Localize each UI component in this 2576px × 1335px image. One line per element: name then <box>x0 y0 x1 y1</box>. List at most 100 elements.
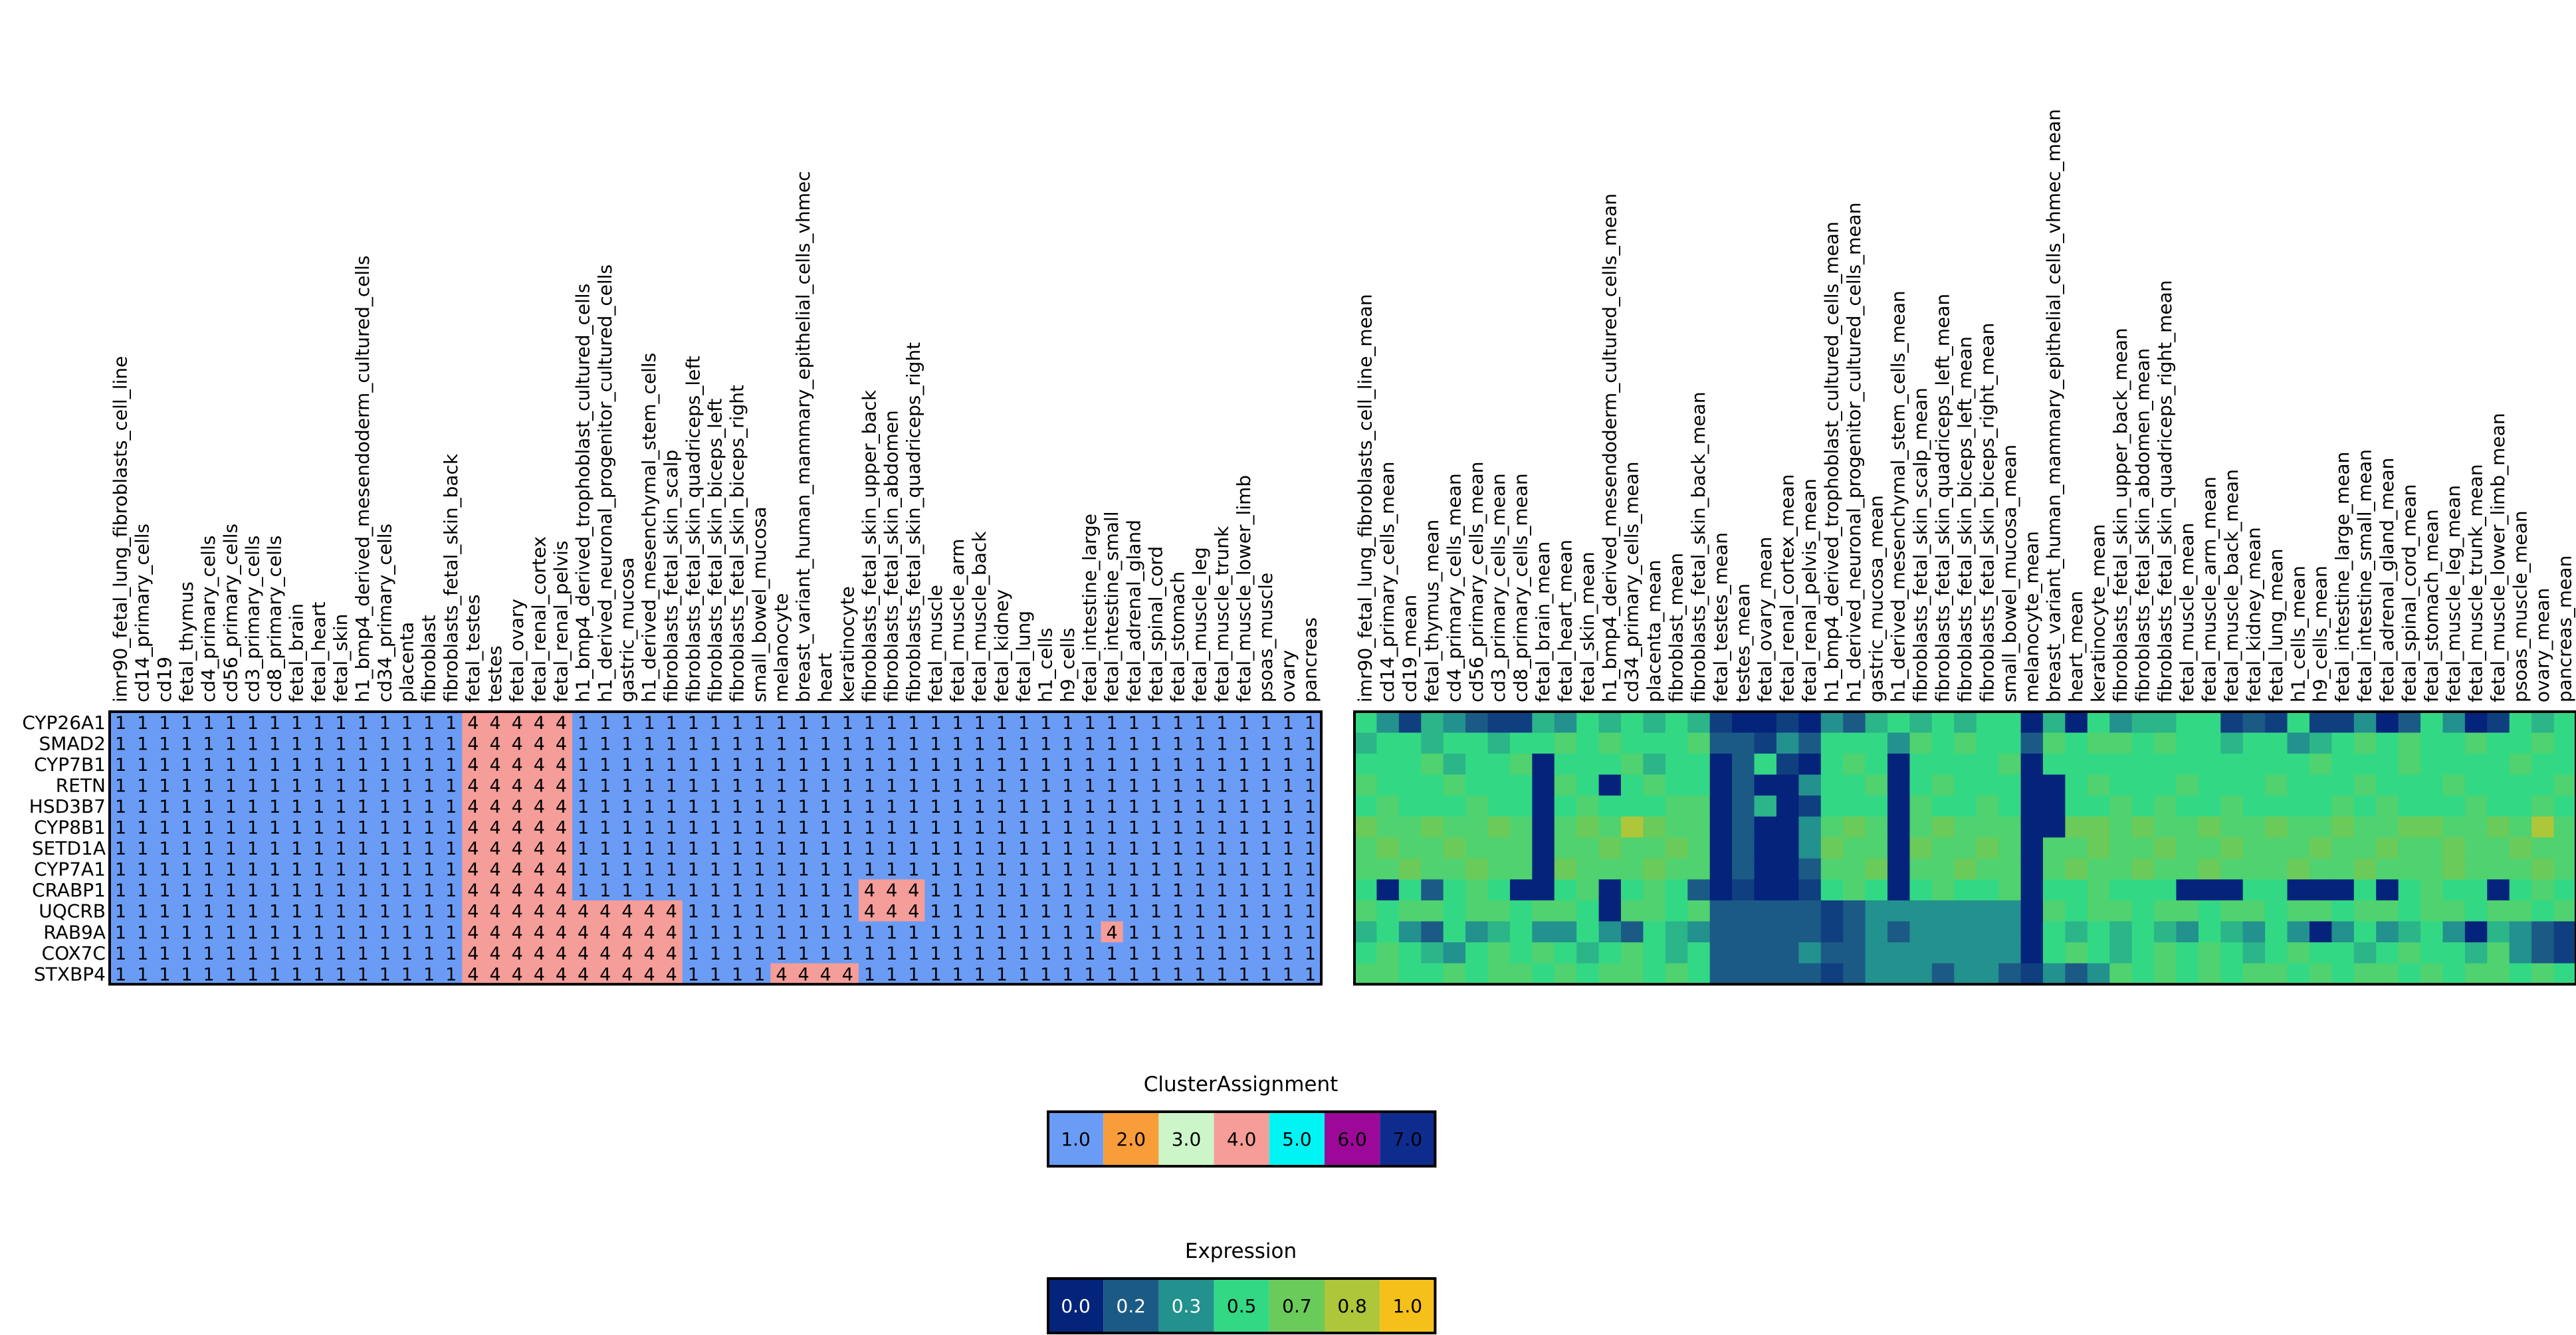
cluster-cell-label: 1 <box>335 902 346 922</box>
cluster-cell-label: 1 <box>1062 880 1073 901</box>
cluster-cell <box>395 732 419 754</box>
cluster-cell-label: 1 <box>181 839 192 859</box>
cluster-cell-label: 1 <box>1194 755 1206 775</box>
cluster-cell <box>484 754 507 775</box>
cluster-cell-label: 1 <box>181 902 192 922</box>
expression-cell <box>2287 921 2310 943</box>
column-label: fetal_thymus <box>175 581 197 702</box>
cluster-cell <box>286 921 308 943</box>
expression-cell <box>2420 921 2444 943</box>
cluster-cell <box>241 963 265 985</box>
expression-cell <box>1776 858 1799 880</box>
expression-cell <box>1843 858 1866 880</box>
cluster-cell-label: 1 <box>578 797 589 817</box>
cluster-cell <box>572 921 595 943</box>
cluster-cell <box>1057 732 1079 754</box>
cluster-cell <box>946 963 970 985</box>
cluster-cell-label: 1 <box>1084 713 1095 734</box>
cluster-cell-label: 1 <box>247 818 259 839</box>
cluster-cell <box>1233 732 1256 754</box>
expression-cell <box>2220 712 2244 734</box>
expression-cell <box>2109 963 2133 985</box>
cluster-cell <box>330 879 353 901</box>
column-label: fetal_muscle_back <box>968 531 990 702</box>
expression-cell <box>2242 837 2266 859</box>
cluster-cell-label: 1 <box>578 880 589 901</box>
cluster-cell <box>881 942 903 964</box>
cluster-cell <box>418 963 441 985</box>
cluster-cell <box>1211 900 1234 922</box>
expression-cell <box>2087 816 2110 838</box>
cluster-cell-label: 1 <box>1128 964 1140 985</box>
cluster-cell-label: 1 <box>908 797 919 817</box>
cluster-cell-label: 1 <box>1107 818 1118 839</box>
cluster-cell <box>395 795 419 817</box>
row-label: CYP7B1 <box>34 754 106 775</box>
cluster-cell <box>924 921 948 943</box>
cluster-cell-label: 1 <box>1305 734 1316 754</box>
expression-cell <box>1576 942 1600 964</box>
expression-cell <box>1532 754 1555 775</box>
expression-cell <box>1421 795 1444 817</box>
expression-cell <box>2176 858 2199 880</box>
cluster-cell <box>836 712 859 734</box>
cluster-cell-label: 1 <box>1018 818 1029 839</box>
cluster-cell <box>308 921 331 943</box>
cluster-cell-label: 1 <box>203 902 215 922</box>
expression-cell <box>1576 837 1600 859</box>
cluster-cell <box>330 858 353 880</box>
cluster-cell <box>197 754 221 775</box>
cluster-cell-label: 1 <box>313 775 324 796</box>
expression-cell <box>1576 963 1600 985</box>
cluster-cell <box>814 816 837 838</box>
cluster-cell <box>110 774 132 796</box>
expression-cell <box>2154 732 2177 754</box>
cluster-cell-label: 4 <box>578 922 589 943</box>
cluster-cell <box>814 774 837 796</box>
expression-cell <box>2154 816 2177 838</box>
cluster-cell-label: 1 <box>335 775 346 796</box>
cluster-cell-label: 1 <box>115 818 126 839</box>
cluster-cell <box>858 921 881 943</box>
expression-cell <box>2331 837 2355 859</box>
expression-cell <box>1820 879 1844 901</box>
expression-cell <box>1909 732 1933 754</box>
column-label: fibroblasts_fetal_skin_scalp_mean <box>1909 387 1931 702</box>
cluster-cell-label: 4 <box>489 964 500 985</box>
expression-cell <box>1976 816 1999 838</box>
cluster-cell <box>528 837 551 859</box>
cluster-cell-label: 1 <box>1305 818 1316 839</box>
cluster-cell <box>175 921 199 943</box>
column-label: placenta_mean <box>1643 560 1665 702</box>
cluster-cell <box>616 837 639 859</box>
cluster-cell-label: 1 <box>203 797 215 817</box>
expression-cell <box>1976 963 1999 985</box>
expression-cell <box>1709 754 1733 775</box>
cluster-cell <box>858 795 881 817</box>
cluster-cell-label: 1 <box>1084 839 1095 859</box>
cluster-cell <box>968 963 992 985</box>
expression-cell <box>1798 774 1822 796</box>
cluster-cell <box>154 942 177 964</box>
cluster-cell-label: 1 <box>379 818 391 839</box>
cluster-cell-label: 4 <box>489 797 500 817</box>
column-label: h1_cells_mean <box>2287 565 2309 702</box>
expression-cell <box>1443 837 1466 859</box>
cluster-cell <box>858 774 881 796</box>
cluster-cell <box>770 816 794 838</box>
cluster-cell-label: 1 <box>335 880 346 901</box>
expression-cell <box>1443 900 1466 922</box>
cluster-cell <box>638 963 661 985</box>
expression-cell <box>1776 900 1799 922</box>
cluster-cell-label: 1 <box>137 902 148 922</box>
expression-cell <box>2442 858 2466 880</box>
cluster-cell <box>110 732 132 754</box>
cluster-cell-label: 4 <box>908 880 919 901</box>
expression-cell <box>1554 816 1577 838</box>
cluster-cell <box>616 816 639 838</box>
cluster-cell-label: 1 <box>445 818 457 839</box>
expression-cell <box>1732 942 1755 964</box>
expression-cell <box>2309 921 2332 943</box>
cluster-cell <box>836 754 859 775</box>
expression-cell <box>2020 942 2044 964</box>
